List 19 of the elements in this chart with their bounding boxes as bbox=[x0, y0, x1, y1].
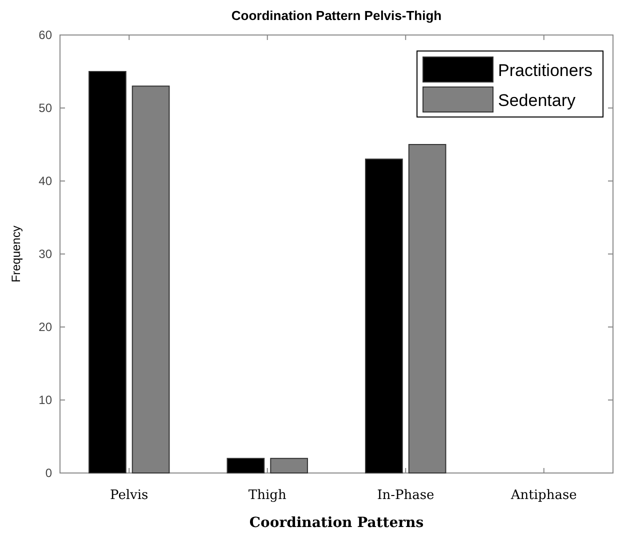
x-tick-label: In-Phase bbox=[377, 488, 434, 503]
y-tick-label: 0 bbox=[45, 466, 52, 480]
y-tick-label: 60 bbox=[38, 28, 52, 42]
x-tick-label: Antiphase bbox=[510, 488, 578, 503]
y-axis-title: Frequency bbox=[9, 226, 23, 282]
legend-label: Sedentary bbox=[498, 91, 576, 110]
bar bbox=[365, 158, 403, 474]
y-tick-label: 20 bbox=[38, 320, 52, 334]
chart-title: Coordination Pattern Pelvis-Thigh bbox=[231, 8, 442, 23]
y-tick-label: 10 bbox=[38, 393, 52, 408]
bar bbox=[88, 71, 126, 474]
y-tick-label: 40 bbox=[38, 174, 52, 188]
x-tick-label: Pelvis bbox=[110, 488, 148, 503]
bar bbox=[226, 458, 265, 474]
legend-label: Practitioners bbox=[498, 61, 592, 80]
y-tick-label: 30 bbox=[38, 247, 52, 262]
x-axis-title: Coordination Patterns bbox=[249, 515, 424, 531]
x-tick-label: Thigh bbox=[248, 488, 287, 503]
y-tick-label: 50 bbox=[38, 101, 52, 116]
